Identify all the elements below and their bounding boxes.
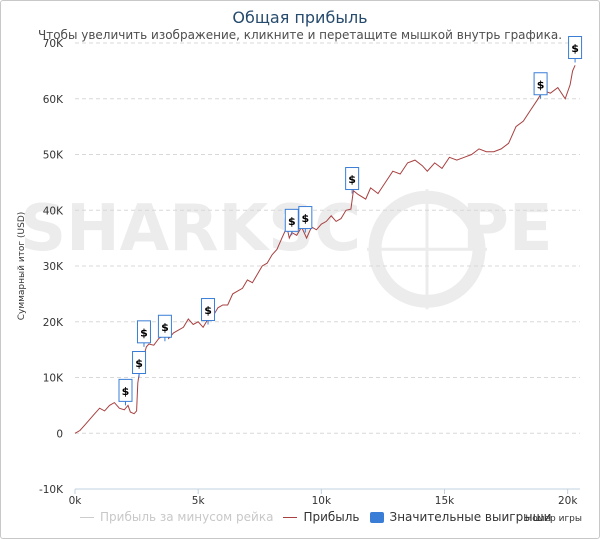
legend-item-profit[interactable]: Прибыль: [283, 510, 360, 524]
y-tick-label: -10K: [39, 484, 64, 496]
big-win-flag-label: $: [204, 304, 212, 317]
big-win-flag-label: $: [288, 215, 296, 228]
y-tick-label: 0: [56, 428, 63, 440]
y-axis-title: Суммарный итог (USD): [17, 212, 27, 321]
big-win-flag-label: $: [161, 321, 169, 334]
watermark-left: SHARKSC: [20, 192, 361, 266]
y-tick-label: 20K: [43, 317, 64, 329]
x-axis-title: Номер игры: [525, 514, 582, 524]
big-win-flag: [136, 320, 151, 344]
y-tick-label: 40K: [43, 205, 64, 217]
legend-item-big-wins[interactable]: Значительные выигрыши: [369, 510, 552, 524]
x-tick-label: 5k: [192, 495, 206, 507]
big-win-flag-label: $: [537, 78, 545, 91]
y-tick-label: 30K: [43, 261, 64, 273]
big-win-flag: [157, 314, 172, 338]
big-win-flag: [201, 298, 216, 322]
legend-box-big-wins-icon: [369, 511, 384, 523]
big-win-flag: [345, 167, 360, 191]
legend-item-rake[interactable]: Прибыль за минусом рейка: [80, 510, 273, 524]
big-win-flag-label: $: [348, 173, 356, 186]
big-win-flag-label: $: [571, 42, 579, 55]
y-tick-label: 10K: [43, 373, 64, 385]
big-win-flag: [284, 208, 299, 232]
big-win-flag-label: $: [135, 357, 143, 370]
chart-subtitle: Чтобы увеличить изображение, кликните и …: [37, 28, 563, 42]
y-tick-label: 60K: [43, 94, 64, 106]
legend-label-profit: Прибыль: [303, 510, 360, 524]
chart-legend: Прибыль за минусом рейка Прибыль Значите…: [80, 510, 561, 524]
big-win-flag-label: $: [122, 385, 130, 398]
x-tick-label: 0k: [69, 495, 83, 507]
legend-line-rake-icon: [80, 516, 94, 518]
x-tick-label: 20k: [558, 495, 578, 507]
y-tick-label: 50K: [43, 150, 64, 162]
x-tick-label: 10k: [312, 495, 332, 507]
legend-line-profit-icon: [283, 516, 298, 518]
big-win-flag: [132, 351, 147, 374]
big-win-flag: [298, 206, 313, 230]
big-win-flag: [568, 36, 583, 60]
legend-label-rake: Прибыль за минусом рейка: [100, 510, 274, 524]
chart-title: Общая прибыль: [232, 8, 368, 27]
big-win-flag-label: $: [302, 212, 310, 225]
x-tick-label: 15k: [435, 495, 455, 507]
big-win-flag: [118, 378, 133, 402]
big-win-flag: [533, 72, 548, 96]
y-tick-label: 70K: [43, 38, 64, 50]
legend-label-big-wins: Значительные выигрыши: [389, 510, 552, 524]
big-win-flag-label: $: [140, 326, 148, 339]
